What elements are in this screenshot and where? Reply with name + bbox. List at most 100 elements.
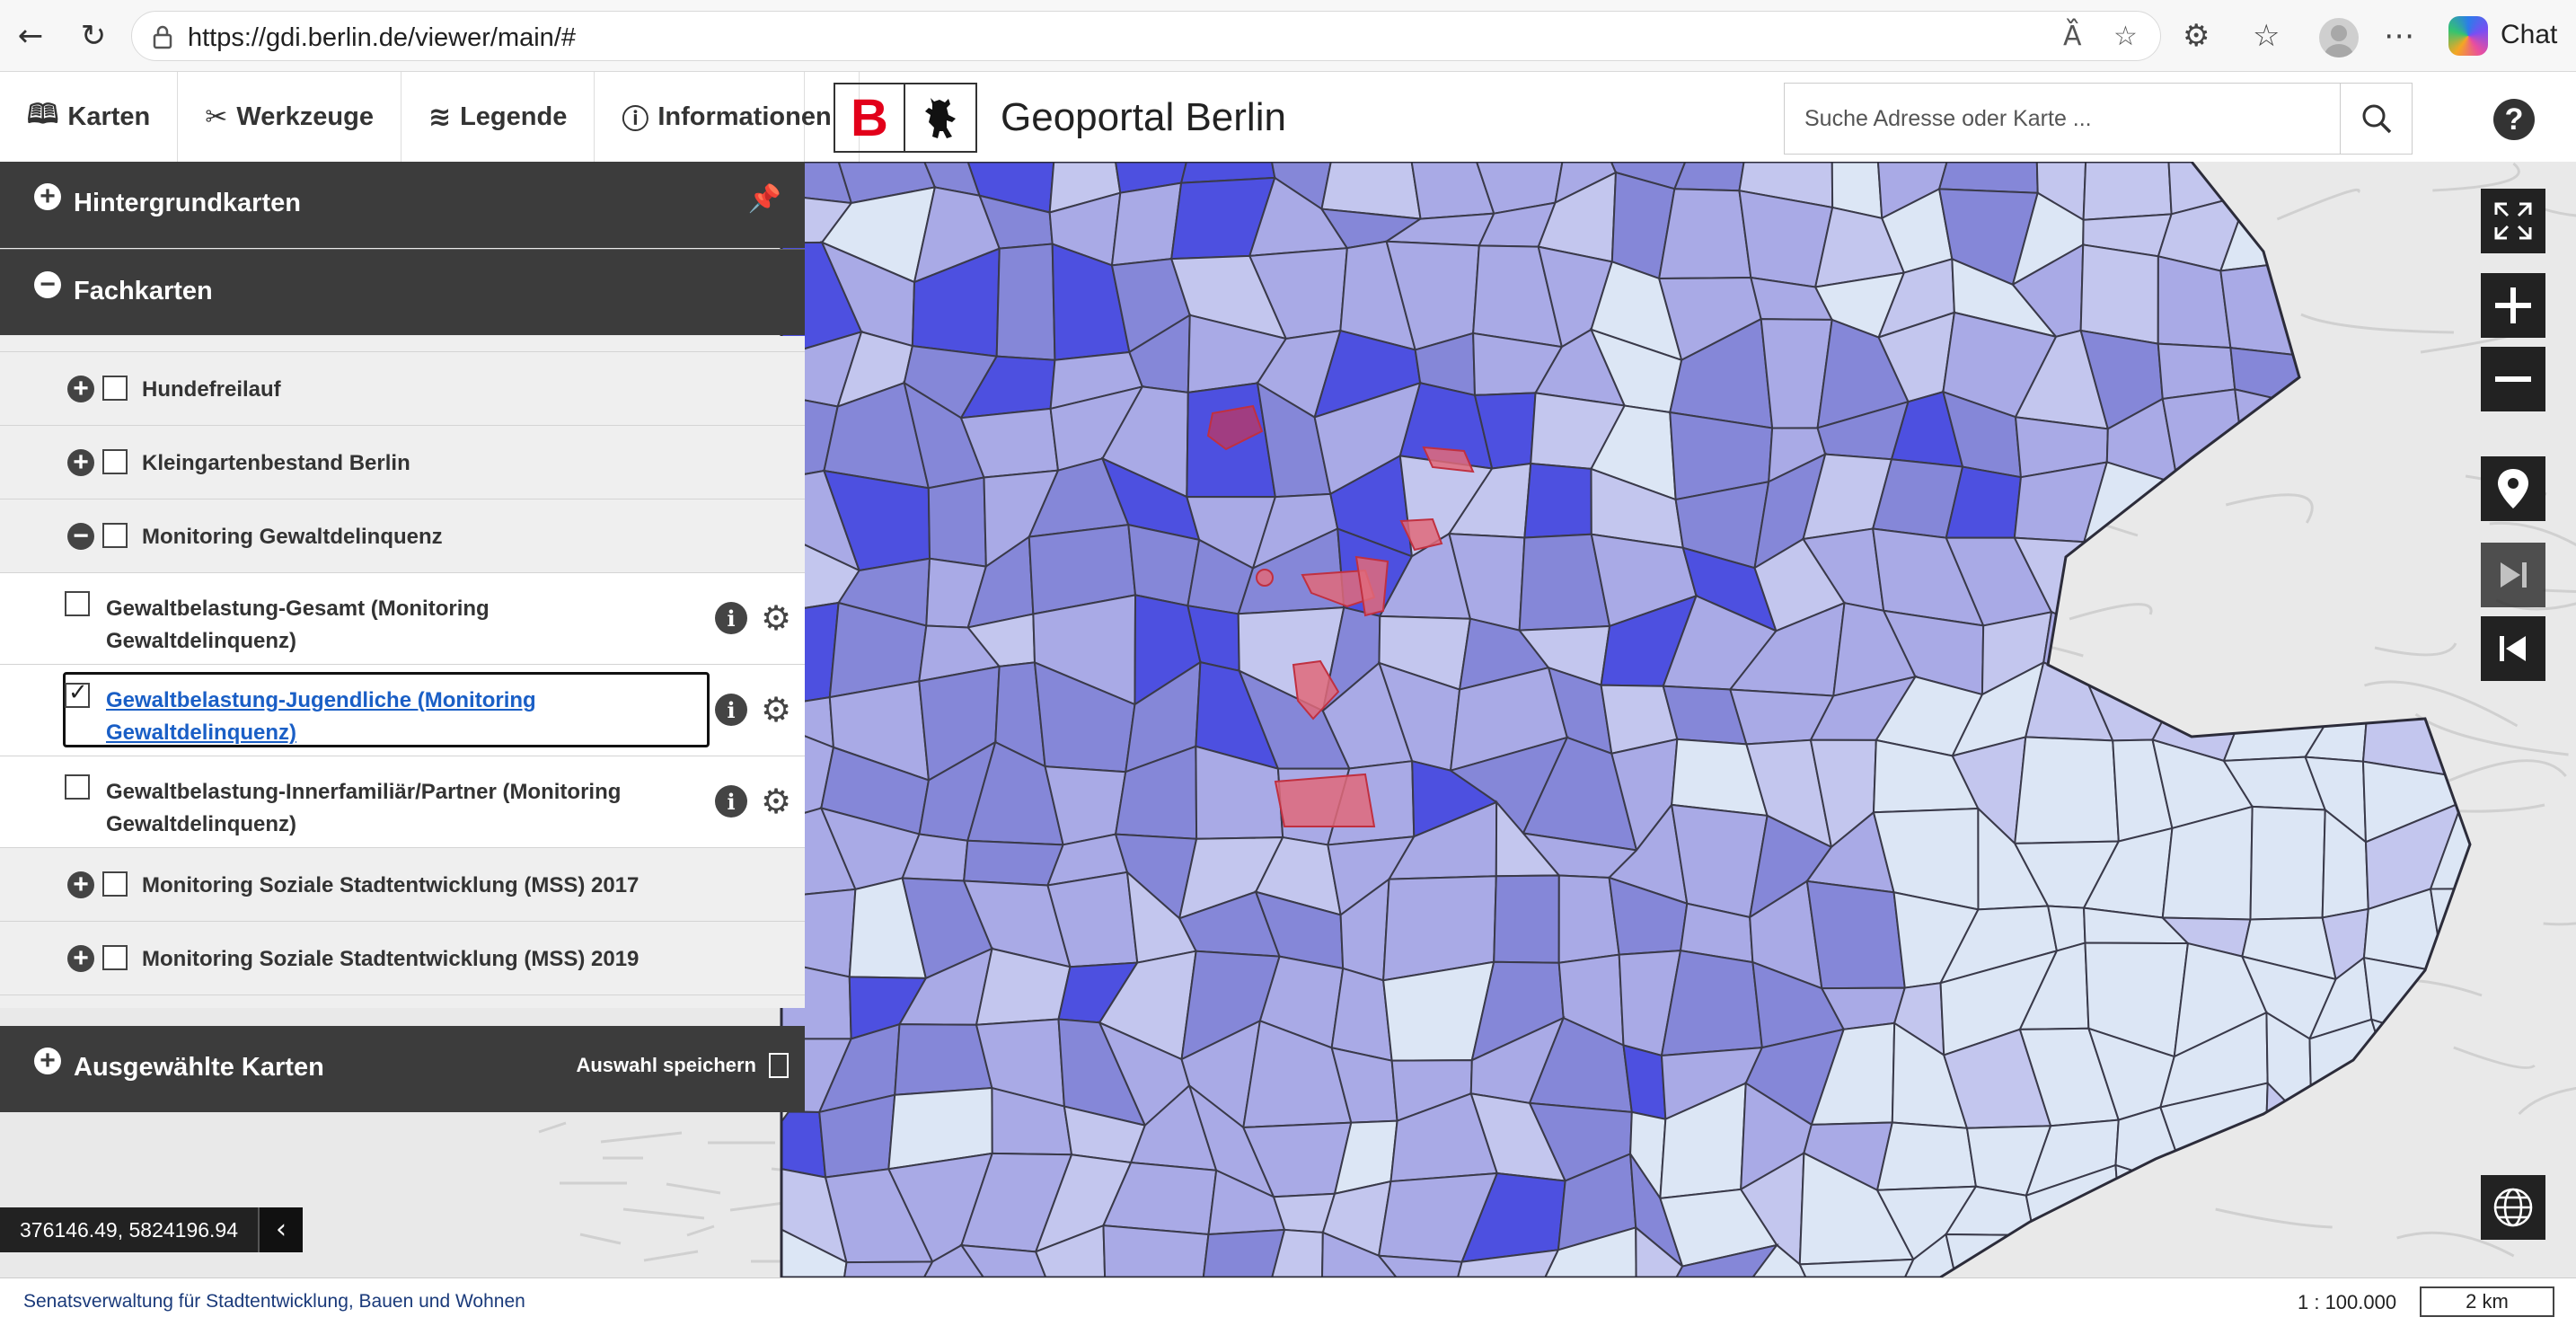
layer-settings-gear-icon[interactable]: ⚙ [760,598,792,638]
expand-plus-icon[interactable]: + [67,449,94,476]
search-box [1784,83,2413,155]
zoom-in-button[interactable] [2481,273,2545,338]
layer-checkbox[interactable] [65,774,90,800]
previous-view-button[interactable] [2481,616,2545,681]
profile-avatar[interactable] [2319,18,2359,57]
section-label: Hintergrundkarten [74,189,301,217]
info-icon: ⓘ [622,104,649,136]
search-icon [2362,104,2391,134]
fullscreen-icon [2494,202,2532,240]
expand-plus-icon[interactable]: + [67,871,94,898]
expand-plus-icon[interactable]: + [34,1048,61,1074]
layer-checkbox[interactable] [102,523,128,548]
berlin-logo[interactable]: B [834,83,977,153]
map-scale[interactable]: 1 : 100.000 [2298,1291,2397,1313]
globe-icon [2493,1188,2533,1227]
layer-checkbox-checked[interactable] [65,679,90,708]
zoom-out-button[interactable] [2481,347,2545,411]
chat-label[interactable]: Chat [2501,20,2558,49]
layer-gewalt-jugendliche[interactable]: Gewaltbelastung-Jugendliche (Monitoring … [0,665,805,756]
search-button[interactable] [2340,84,2412,154]
collapse-minus-icon[interactable]: − [67,523,94,550]
search-input[interactable] [1785,84,2320,154]
group-label: Hundefreilauf [142,377,281,402]
layer-settings-gear-icon[interactable]: ⚙ [760,690,792,729]
projection-globe-button[interactable] [2481,1175,2545,1240]
coordinate-value: 376146.49, 5824196.94 [0,1207,259,1252]
address-bar[interactable]: https://gdi.berlin.de/viewer/main/# A᷈ ☆ [131,11,2161,61]
tab-informationen[interactable]: ⓘ Informationen [595,72,860,162]
data-source-link[interactable]: Senatsverwaltung für Stadtentwicklung, B… [23,1291,525,1312]
group-label: Kleingartenbestand Berlin [142,451,410,475]
help-button[interactable]: ? [2493,99,2535,140]
layer-settings-gear-icon[interactable]: ⚙ [760,782,792,821]
tab-label: Werkzeuge [236,102,374,131]
group-monitoring-gewaltdelinquenz[interactable]: − Monitoring Gewaltdelinquenz [0,499,805,573]
section-selected-maps[interactable]: + Ausgewählte Karten Auswahl speichern [0,1026,805,1112]
favorite-star-icon[interactable]: ☆ [2113,21,2138,52]
layer-label[interactable]: Gewaltbelastung-Innerfamiliär/Partner (M… [106,780,622,836]
thematic-layer-list[interactable]: + + Hundefreilauf + Kleingartenbestand B… [0,336,805,1008]
list-item: + [0,336,805,352]
section-label: Ausgewählte Karten [74,1053,324,1082]
read-aloud-icon[interactable]: A᷈ [2063,21,2082,52]
browser-toolbar: ← ↻ https://gdi.berlin.de/viewer/main/# … [0,0,2576,72]
more-menu-icon[interactable]: ⋯ [2384,18,2414,54]
layer-info-icon[interactable]: i [715,785,747,818]
expand-plus-icon[interactable]: + [67,945,94,972]
location-pin-icon [2498,469,2528,508]
collapse-chevron-icon[interactable]: ‹ [258,1207,304,1252]
tab-label: Informationen [657,102,832,131]
collapse-minus-icon[interactable]: − [34,271,61,298]
layer-label[interactable]: Gewaltbelastung-Jugendliche (Monitoring … [106,688,536,745]
extensions-icon[interactable]: ⚙ [2183,18,2210,54]
locate-me-button[interactable] [2481,456,2545,521]
layer-checkbox[interactable] [102,945,128,970]
layer-info-icon[interactable]: i [715,694,747,726]
map-book-icon: 🕮 [27,98,59,130]
favorites-icon[interactable]: ☆ [2253,18,2280,54]
copilot-icon[interactable] [2448,16,2488,56]
tab-label: Legende [460,102,568,131]
section-background-maps[interactable]: + Hintergrundkarten 📌 [0,162,805,248]
group-kleingarten[interactable]: + Kleingartenbestand Berlin [0,426,805,499]
fullscreen-button[interactable] [2481,189,2545,253]
layer-gewalt-innerfamiliaer[interactable]: Gewaltbelastung-Innerfamiliär/Partner (M… [0,756,805,848]
minus-icon [2495,376,2531,382]
tab-werkzeuge[interactable]: ✂ Werkzeuge [178,72,401,162]
back-arrow-icon[interactable]: ← [17,18,44,54]
layer-gewalt-gesamt[interactable]: Gewaltbelastung-Gesamt (Monitoring Gewal… [0,573,805,665]
status-footer: Senatsverwaltung für Stadtentwicklung, B… [0,1277,2576,1326]
expand-plus-icon[interactable]: + [67,376,94,402]
layer-checkbox[interactable] [102,376,128,401]
coordinate-display: 376146.49, 5824196.94 ‹ [0,1207,304,1252]
group-hundefreilauf[interactable]: + Hundefreilauf [0,352,805,426]
layer-label[interactable]: Gewaltbelastung-Gesamt (Monitoring Gewal… [106,597,490,653]
expand-plus-icon[interactable]: + [34,183,61,210]
skip-back-icon [2500,636,2526,661]
tab-karten[interactable]: 🕮 Karten [0,72,179,162]
layer-checkbox[interactable] [102,449,128,474]
url-text[interactable]: https://gdi.berlin.de/viewer/main/# [188,23,576,52]
tab-label: Karten [67,102,151,131]
plus-icon [2495,287,2531,323]
reload-icon[interactable]: ↻ [80,18,107,54]
site-info-icon[interactable] [148,22,177,51]
tab-legende[interactable]: ≋ Legende [401,72,595,162]
layer-checkbox[interactable] [65,591,90,616]
map-view[interactable] [0,162,2576,1277]
berlin-bear-icon [905,84,975,151]
pin-icon[interactable]: 📌 [747,183,781,215]
section-thematic-maps[interactable]: − Fachkarten [0,249,805,335]
group-mss-2019[interactable]: + Monitoring Soziale Stadtentwicklung (M… [0,922,805,995]
group-mss-2017[interactable]: + Monitoring Soziale Stadtentwicklung (M… [0,848,805,922]
bookmark-icon [769,1053,789,1078]
layer-info-icon[interactable]: i [715,602,747,634]
layer-checkbox[interactable] [102,871,128,897]
next-view-button[interactable] [2481,543,2545,607]
section-label: Fachkarten [74,277,213,305]
save-selection-button[interactable]: Auswahl speichern [576,1053,789,1078]
main-tabs: 🕮 Karten ✂ Werkzeuge ≋ Legende ⓘ Information… [0,72,860,162]
focus-outline [63,672,710,747]
page-title: Geoportal Berlin [1001,95,1286,139]
